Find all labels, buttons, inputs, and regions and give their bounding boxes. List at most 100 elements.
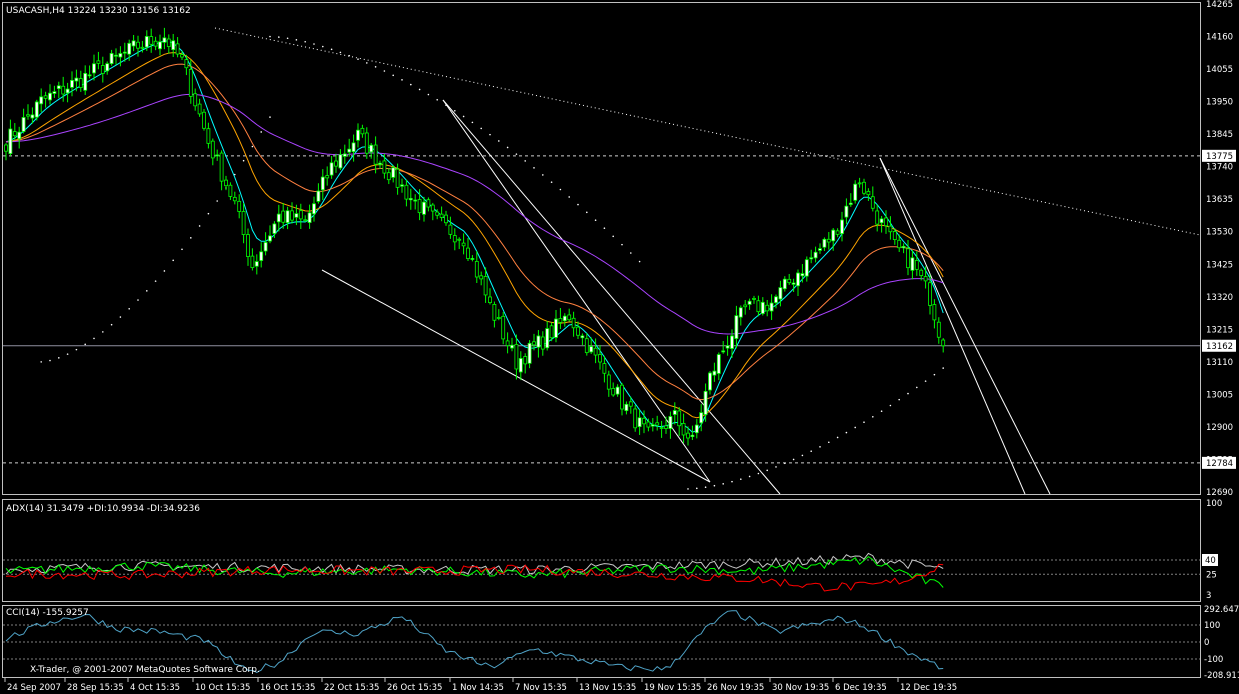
- sar-dot: [366, 62, 368, 64]
- candle-body: [919, 269, 924, 276]
- candle-body: [307, 212, 312, 223]
- sar-dot: [810, 450, 812, 453]
- price-label-box: [1202, 339, 1236, 352]
- candle-body: [193, 93, 198, 107]
- candle-body: [628, 401, 633, 407]
- sar-dot: [687, 488, 689, 490]
- candle-body: [320, 176, 325, 191]
- cci-panel-title: CCI(14) -155.9257: [6, 608, 89, 618]
- candle-body: [866, 190, 871, 196]
- sar-dot: [630, 252, 632, 254]
- price-label-value: 13775: [1206, 152, 1233, 162]
- sar-dot: [207, 212, 210, 215]
- price-tick-label: 13845: [1206, 130, 1233, 140]
- candle-body: [703, 390, 708, 415]
- sar-dot: [172, 259, 174, 262]
- sar-dot: [339, 51, 342, 54]
- candle-body: [791, 282, 796, 285]
- candle-body: [30, 114, 35, 119]
- candle-body: [637, 417, 642, 428]
- candle-body: [892, 231, 897, 241]
- candle-body: [413, 199, 418, 202]
- candle-body: [633, 408, 638, 429]
- candle-body: [281, 210, 286, 223]
- candle-body: [470, 258, 475, 260]
- sar-dot: [515, 153, 518, 155]
- candle-body: [78, 78, 83, 88]
- candle-body: [144, 36, 149, 48]
- sar-dot: [40, 361, 42, 363]
- candle-body: [483, 276, 488, 296]
- candle-body: [48, 92, 52, 101]
- candle-body: [259, 251, 264, 261]
- sar-dot: [304, 40, 307, 43]
- candle-body: [672, 410, 677, 415]
- sar-dot: [594, 219, 597, 222]
- candle-body: [122, 51, 127, 54]
- candle-body: [787, 278, 792, 284]
- candle-body: [8, 128, 13, 155]
- sar-dot: [269, 116, 271, 118]
- sar-dot: [278, 36, 280, 38]
- candle-body: [681, 423, 686, 436]
- sar-dot: [260, 131, 263, 133]
- candle-body: [831, 229, 836, 242]
- adx-panel-title: ADX(14) 31.3479 +DI:10.9934 -DI:34.9236: [6, 504, 200, 514]
- sar-dot: [234, 173, 236, 176]
- candle-body: [430, 204, 435, 212]
- candle-body: [140, 46, 145, 49]
- cci-tick-label: -100: [1204, 655, 1223, 665]
- candle-body: [769, 302, 774, 312]
- candle-body: [285, 210, 290, 224]
- sar-dot: [128, 308, 130, 310]
- sar-dot: [713, 484, 716, 487]
- candle-body: [254, 261, 259, 267]
- sar-dot: [836, 436, 839, 439]
- price-tick-label: 12900: [1206, 423, 1233, 433]
- sar-dot: [757, 472, 760, 475]
- x-tick-label: 28 Sep 15:35: [67, 683, 124, 693]
- candle-body: [206, 128, 211, 144]
- sar-dot: [436, 98, 439, 101]
- candle-body: [510, 344, 514, 349]
- candle-body: [796, 272, 800, 287]
- adx-panel: 100 25 3 40: [3, 499, 1222, 601]
- adx-panel-border: [2, 499, 1201, 602]
- candle-body: [448, 224, 453, 235]
- sar-dot: [392, 74, 395, 77]
- candle-body: [228, 184, 233, 197]
- candle-body: [197, 103, 202, 115]
- candle-body: [114, 54, 118, 57]
- candle-body: [716, 354, 721, 374]
- sar-dot: [612, 235, 614, 238]
- sar-dot: [313, 43, 315, 45]
- candle-body: [70, 79, 74, 88]
- candle-body: [738, 307, 743, 318]
- candle-body: [408, 198, 413, 201]
- candle-body: [734, 315, 739, 339]
- candle-body: [488, 296, 492, 304]
- axes: 14265 14160 14055 13950 13845 13740 13635 13530…: [4, 0, 1236, 693]
- candle-body: [382, 160, 387, 174]
- x-tick-label: 10 Oct 15:35: [195, 683, 250, 693]
- sar-dot: [49, 359, 51, 362]
- cci-panel-border: [2, 605, 1201, 678]
- x-tick-label: 26 Nov 19:35: [707, 683, 764, 693]
- candle-body: [131, 40, 136, 47]
- candle-body: [4, 144, 8, 152]
- candle-body: [659, 427, 664, 429]
- candle-body: [540, 336, 545, 350]
- candle-body: [822, 238, 827, 248]
- minus-di-line: [5, 563, 944, 592]
- x-tick-label: 7 Nov 15:35: [515, 683, 567, 693]
- price-tick-label: 13530: [1206, 228, 1233, 238]
- candle-body: [400, 184, 404, 187]
- candle-body: [496, 317, 501, 319]
- sar-dot: [550, 181, 553, 183]
- candle-body: [395, 168, 400, 188]
- price-panel-title: USACASH,H4 13224 13230 13156 13162: [6, 6, 191, 16]
- sar-dot: [102, 331, 104, 333]
- candle-body: [677, 410, 682, 427]
- price-label-box: [1202, 456, 1236, 469]
- price-tick-label: 14265: [1206, 0, 1233, 10]
